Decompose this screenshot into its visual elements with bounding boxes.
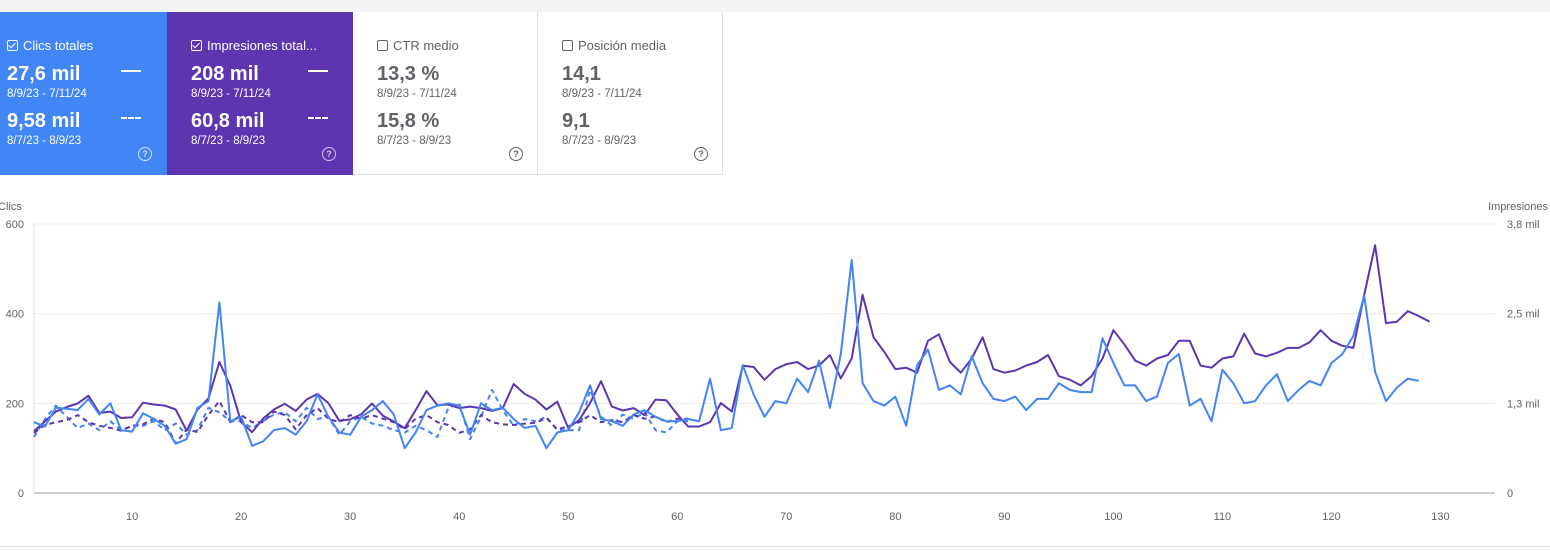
x-tick-label: 80 (889, 511, 901, 523)
chart-gridlines (33, 223, 1495, 494)
checkbox-unchecked-icon[interactable] (377, 40, 388, 51)
x-tick-label: 30 (344, 511, 356, 523)
date-range-previous: 8/7/23 - 8/9/23 (377, 135, 452, 147)
series-line-clicks_current[interactable] (33, 258, 1419, 450)
y2-tick-label: 3,8 mil (1507, 219, 1539, 231)
metric-header-clicks[interactable]: Clics totales (7, 38, 93, 53)
y-axis-ticks-left: 0 200 400 600 (6, 219, 24, 500)
y-tick-label: 200 (6, 398, 24, 410)
metric-value-previous: 9,1 (562, 110, 590, 132)
metric-value-previous: 60,8 mil (191, 110, 265, 132)
x-tick-label: 50 (562, 511, 574, 523)
metric-card-impressions[interactable]: Impresiones total... 208 mil 8/9/23 - 7/… (167, 12, 353, 175)
x-tick-label: 120 (1322, 511, 1340, 523)
checkbox-checked-icon[interactable] (191, 40, 202, 51)
x-axis-ticks: 10 20 30 40 50 60 70 80 90 100 110 120 130 (126, 511, 1450, 523)
x-tick-label: 90 (998, 511, 1010, 523)
series-line-clicks_previous[interactable] (33, 388, 689, 441)
metric-label: CTR medio (393, 38, 459, 53)
metric-header-impressions[interactable]: Impresiones total... (191, 38, 317, 53)
x-tick-label: 20 (235, 511, 247, 523)
metric-label: Posición media (578, 38, 667, 53)
x-tick-label: 60 (671, 511, 683, 523)
solid-line-legend-icon (308, 70, 328, 72)
checkbox-unchecked-icon[interactable] (562, 40, 573, 51)
x-tick-label: 10 (126, 511, 138, 523)
date-range-previous: 8/7/23 - 8/9/23 (191, 135, 266, 147)
y-tick-label: 600 (6, 219, 24, 231)
metric-value-current: 27,6 mil (7, 63, 81, 85)
date-range-previous: 8/7/23 - 8/9/23 (7, 135, 82, 147)
help-icon[interactable]: ? (322, 147, 336, 161)
help-icon[interactable]: ? (694, 147, 708, 161)
checkbox-checked-icon[interactable] (7, 40, 18, 51)
date-range-current: 8/9/23 - 7/11/24 (377, 88, 457, 100)
top-strip (0, 0, 1550, 12)
x-tick-label: 130 (1431, 511, 1449, 523)
metric-card-position[interactable]: Posición media 14,1 8/9/23 - 7/11/24 9,1… (538, 12, 723, 175)
x-tick-label: 40 (453, 511, 465, 523)
metric-cards: Clics totales 27,6 mil 8/9/23 - 7/11/24 … (0, 12, 723, 175)
y-axis-title-right: Impresiones (1488, 201, 1548, 213)
metric-card-ctr[interactable]: CTR medio 13,3 % 8/9/23 - 7/11/24 15,8 %… (353, 12, 538, 175)
performance-line-chart[interactable]: Clics Impresiones 0 200 400 600 0 1,3 mil 2,5… (0, 190, 1550, 530)
metric-header-position[interactable]: Posición media (562, 38, 666, 53)
y-axis-title-left: Clics (0, 201, 22, 213)
metric-label: Impresiones total... (207, 38, 317, 53)
metric-value-current: 13,3 % (377, 63, 440, 85)
metric-value-previous: 9,58 mil (7, 110, 81, 132)
chart-series[interactable] (33, 244, 1431, 450)
date-range-current: 8/9/23 - 7/11/24 (191, 88, 271, 100)
x-tick-label: 70 (780, 511, 792, 523)
y2-tick-label: 0 (1507, 488, 1513, 500)
x-tick-label: 100 (1104, 511, 1122, 523)
dashed-line-legend-icon (121, 117, 141, 119)
metric-label: Clics totales (23, 38, 94, 53)
metric-value-current: 208 mil (191, 63, 259, 85)
help-icon[interactable]: ? (509, 147, 523, 161)
y2-tick-label: 2,5 mil (1507, 309, 1539, 321)
y2-tick-label: 1,3 mil (1507, 398, 1539, 410)
metric-header-ctr[interactable]: CTR medio (377, 38, 459, 53)
series-line-impressions_previous[interactable] (33, 400, 689, 445)
metric-card-clicks[interactable]: Clics totales 27,6 mil 8/9/23 - 7/11/24 … (0, 12, 167, 175)
date-range-previous: 8/7/23 - 8/9/23 (562, 135, 637, 147)
solid-line-legend-icon (121, 70, 141, 72)
metric-value-current: 14,1 (562, 63, 601, 85)
help-icon[interactable]: ? (138, 147, 152, 161)
dashed-line-legend-icon (308, 117, 328, 119)
divider (0, 546, 1550, 547)
date-range-current: 8/9/23 - 7/11/24 (562, 88, 642, 100)
y-tick-label: 400 (6, 309, 24, 321)
date-range-current: 8/9/23 - 7/11/24 (7, 88, 87, 100)
y-tick-label: 0 (18, 488, 24, 500)
series-line-impressions_current[interactable] (33, 244, 1431, 434)
x-tick-label: 110 (1214, 511, 1232, 523)
y-axis-ticks-right: 0 1,3 mil 2,5 mil 3,8 mil (1507, 219, 1539, 500)
metric-value-previous: 15,8 % (377, 110, 440, 132)
